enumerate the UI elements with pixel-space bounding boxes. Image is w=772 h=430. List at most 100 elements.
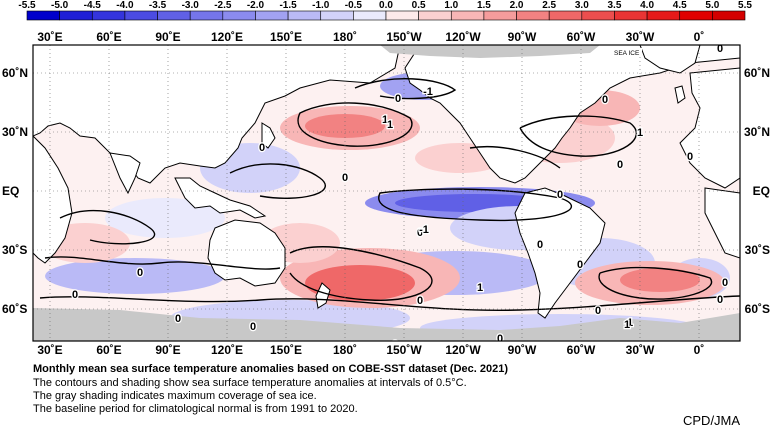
latitude-labels-left: 60˚N 30˚N EQ 30˚S 60˚S bbox=[2, 66, 28, 316]
color-swatch bbox=[320, 10, 354, 21]
contour-value-label: 0 bbox=[595, 305, 601, 317]
contour-value-label: 0 bbox=[417, 227, 423, 239]
color-swatch bbox=[385, 10, 419, 21]
color-swatch bbox=[287, 10, 322, 21]
sea-ice-arctic bbox=[380, 45, 600, 58]
longitude-label: 120˚E bbox=[211, 343, 243, 357]
graticule bbox=[33, 45, 740, 341]
caption-line-baseline: The baseline period for climatological n… bbox=[33, 403, 358, 415]
contour-value-label: 1 bbox=[624, 319, 630, 331]
longitude-label: 60˚W bbox=[567, 30, 596, 44]
color-scale-tick: -3.5 bbox=[149, 0, 167, 11]
color-swatch bbox=[712, 10, 746, 21]
credit-label: CPD/JMA bbox=[683, 413, 741, 428]
contour-value-label: -1 bbox=[419, 224, 429, 236]
color-swatch bbox=[222, 10, 256, 21]
caption-title: Monthly mean sea surface temperature ano… bbox=[33, 363, 508, 375]
longitude-label: 120˚E bbox=[211, 30, 243, 44]
color-scale-tick: -3.0 bbox=[182, 0, 200, 11]
longitude-label: 90˚W bbox=[508, 343, 537, 357]
longitude-label: 60˚E bbox=[96, 30, 121, 44]
color-swatch bbox=[418, 10, 452, 21]
land-masses bbox=[33, 45, 740, 319]
color-scale-tick: -2.0 bbox=[247, 0, 265, 11]
latitude-label: 30˚S bbox=[745, 243, 770, 257]
longitude-label: 150˚E bbox=[270, 30, 302, 44]
color-scale-tick: -1.5 bbox=[279, 0, 297, 11]
contour-value-label: 0 bbox=[259, 142, 265, 154]
color-scale-tick: 0.5 bbox=[412, 0, 426, 11]
contour-value-label: 0 bbox=[617, 159, 623, 171]
latitude-label: 30˚N bbox=[2, 125, 28, 139]
contour-value-label: 0 bbox=[417, 295, 423, 307]
longitude-label: 60˚W bbox=[567, 343, 596, 357]
contour-value-label: 1 bbox=[382, 114, 388, 126]
contour-value-label: 0 bbox=[342, 172, 348, 184]
color-swatch bbox=[91, 10, 126, 21]
contour-value-label: 0 bbox=[395, 93, 401, 105]
color-scale-tick: 5.0 bbox=[705, 0, 719, 11]
color-swatch bbox=[59, 10, 93, 21]
caption-line-sea-ice: The gray shading indicates maximum cover… bbox=[33, 390, 317, 402]
longitude-label: 30˚E bbox=[37, 343, 62, 357]
color-scale-tick: -1.0 bbox=[312, 0, 330, 11]
color-swatch bbox=[516, 10, 550, 21]
color-scale-tick: -2.5 bbox=[214, 0, 232, 11]
contour-value-label: 0 bbox=[72, 289, 78, 301]
latitude-labels-right: 60˚N 30˚N EQ 30˚S 60˚S bbox=[744, 66, 770, 316]
contour-value-label: 1 bbox=[477, 282, 483, 294]
sea-ice-antarctic bbox=[33, 308, 740, 341]
contour-value-label: 0 bbox=[602, 94, 608, 106]
contour-value-label: 0 bbox=[537, 239, 543, 251]
color-swatch bbox=[483, 10, 517, 21]
contour-value-label: 0 bbox=[250, 321, 256, 333]
color-scale-swatches bbox=[26, 10, 746, 21]
sea-ice-label: SEA ICE bbox=[614, 50, 640, 57]
color-scale-tick: 2.5 bbox=[542, 0, 556, 11]
latitude-label: 60˚N bbox=[2, 66, 28, 80]
color-scale-tick: 3.0 bbox=[575, 0, 589, 11]
longitude-label: 30˚W bbox=[626, 30, 655, 44]
color-swatch bbox=[614, 10, 648, 21]
caption-line-contours: The contours and shading show sea surfac… bbox=[33, 377, 467, 389]
color-scale-tick: 1.5 bbox=[477, 0, 491, 11]
color-swatch bbox=[581, 10, 615, 21]
contour-value-label: 0 bbox=[577, 259, 583, 271]
longitude-label: 30˚W bbox=[626, 343, 655, 357]
longitude-label: 150˚W bbox=[386, 343, 422, 357]
color-swatch bbox=[255, 10, 289, 21]
contour-value-label: 1 bbox=[387, 119, 393, 131]
contour-value-label: 0 bbox=[722, 277, 728, 289]
longitude-label: 90˚W bbox=[508, 30, 537, 44]
longitude-label: 120˚W bbox=[445, 343, 481, 357]
longitude-label: 150˚E bbox=[270, 343, 302, 357]
longitude-label: 150˚W bbox=[386, 30, 422, 44]
color-scale-tick: 3.5 bbox=[608, 0, 622, 11]
color-swatch bbox=[548, 10, 583, 21]
longitude-label: 0˚ bbox=[694, 30, 705, 44]
contour-value-label: 0 bbox=[497, 333, 503, 345]
contour-value-label: 0 bbox=[557, 189, 563, 201]
longitude-label: 0˚ bbox=[694, 343, 705, 357]
contour-value-label: 0 bbox=[687, 151, 693, 163]
color-scale-tick: 0.0 bbox=[379, 0, 393, 11]
color-scale-legend: -5.5 -5.0 -4.5 -4.0 -3.5 -3.0 -2.5 -2.0 -1.5 -1.0… bbox=[18, 0, 752, 21]
contour-value-label: 0 bbox=[392, 339, 398, 351]
color-scale-tick: 5.5 bbox=[738, 0, 752, 11]
latitude-label: 30˚S bbox=[2, 243, 27, 257]
color-scale-tick: -4.0 bbox=[116, 0, 134, 11]
color-swatch bbox=[124, 10, 158, 21]
contour-value-label: 0 bbox=[717, 43, 723, 55]
contour-lines bbox=[39, 78, 740, 312]
color-scale-tick: 4.5 bbox=[673, 0, 687, 11]
color-scale-tick: -0.5 bbox=[345, 0, 363, 11]
latitude-label: EQ bbox=[2, 184, 19, 198]
sea-ice-label-box bbox=[612, 48, 642, 57]
color-swatch bbox=[679, 10, 713, 21]
latitude-label: 60˚S bbox=[745, 302, 770, 316]
latitude-label: 60˚S bbox=[2, 302, 27, 316]
color-swatch bbox=[26, 10, 60, 21]
color-scale-tick-labels: -5.5 -5.0 -4.5 -4.0 -3.5 -3.0 -2.5 -2.0 -1.5 -1.0… bbox=[18, 0, 752, 11]
